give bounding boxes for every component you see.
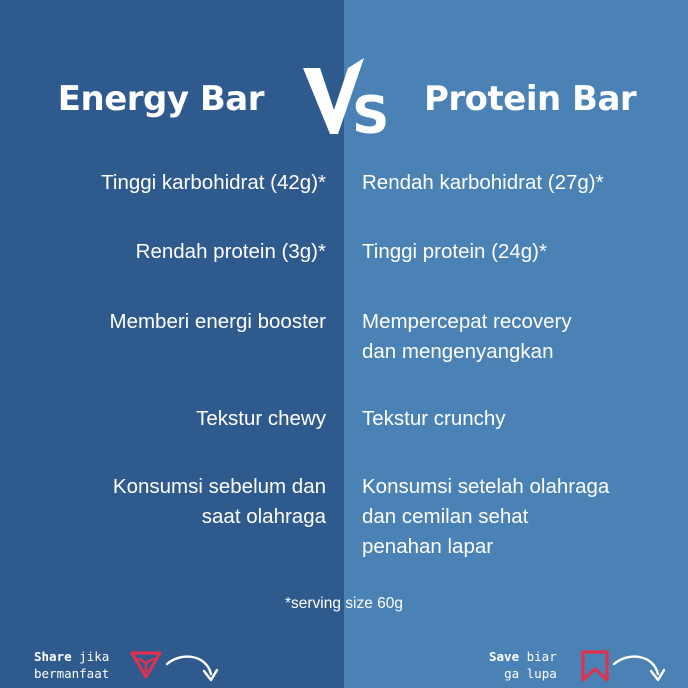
protein-bar-title: Protein Bar	[424, 79, 637, 119]
save-label: Save	[489, 649, 520, 664]
energy-bar-title: Energy Bar	[57, 79, 265, 119]
energy-point-consumption: Konsumsi sebelum dan saat olahraga	[112, 475, 326, 528]
curved-arrow-icon	[165, 655, 219, 682]
serving-size-footnote: *serving size 60g	[284, 595, 404, 612]
svg-text:S: S	[352, 86, 389, 140]
energy-point-carbs: Tinggi karbohidrat (42g)*	[101, 171, 326, 194]
save-line1: biar	[519, 649, 557, 664]
share-callout: Share jika bermanfaat	[34, 648, 109, 682]
share-triangle-icon[interactable]	[129, 647, 163, 681]
protein-point-carbs: Rendah karbohidrat (27g)*	[362, 171, 604, 194]
share-label: Share	[34, 649, 72, 664]
protein-point-consumption: Konsumsi setelah olahraga dan cemilan se…	[362, 475, 610, 558]
energy-bar-panel	[0, 0, 344, 688]
protein-point-texture: Tekstur crunchy	[362, 407, 506, 430]
bookmark-icon[interactable]	[578, 648, 612, 684]
save-line2: ga lupa	[504, 666, 557, 681]
curved-arrow-icon	[612, 655, 666, 682]
vs-logo: VS S	[303, 58, 389, 140]
protein-bar-panel	[344, 0, 688, 688]
save-callout: Save biar ga lupa	[489, 648, 557, 682]
protein-point-benefit: Mempercepat recovery dan mengenyangkan	[362, 310, 572, 363]
energy-point-protein: Rendah protein (3g)*	[135, 240, 326, 263]
share-line2: bermanfaat	[34, 666, 110, 681]
share-line1: jika	[71, 649, 110, 664]
energy-point-benefit: Memberi energi booster	[109, 310, 327, 333]
protein-point-protein: Tinggi protein (24g)*	[362, 240, 547, 263]
energy-point-texture: Tekstur chewy	[196, 407, 326, 430]
